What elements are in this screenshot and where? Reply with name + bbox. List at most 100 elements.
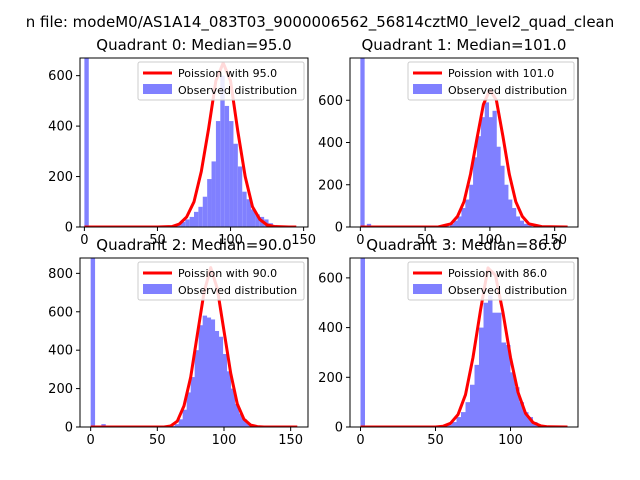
x-tick-label: 150	[278, 433, 303, 448]
histogram-bar	[504, 184, 509, 227]
histogram-bar	[242, 191, 247, 227]
axes-frame	[79, 257, 309, 428]
quadrant-0-plot: 0 50 100 150 0 200 400 600 Quadrant 0: Median=95…	[48, 36, 316, 248]
histogram-bar	[198, 206, 203, 227]
y-tick-label: 800	[48, 267, 73, 282]
x-tick-label: 150	[542, 233, 567, 248]
legend-bars-swatch	[413, 284, 442, 294]
histogram-bar	[206, 317, 212, 427]
subplot-title: Quadrant 3: Median=86.0	[366, 236, 561, 254]
histogram-bar	[500, 165, 505, 227]
axes-frame	[79, 57, 309, 228]
histogram-bar	[452, 422, 457, 427]
x-tick-label: 50	[149, 233, 166, 248]
histogram-bar	[488, 295, 493, 427]
legend-bars-label: Observed distribution	[178, 84, 297, 97]
histogram-bar	[508, 199, 513, 227]
histogram-bar	[238, 413, 244, 427]
histogram-bar	[84, 58, 89, 227]
histogram-bar	[202, 196, 208, 227]
histogram-bar	[255, 214, 260, 227]
histogram-bar	[234, 403, 240, 427]
histogram-bar	[178, 419, 184, 427]
x-tick-label: 0	[356, 233, 364, 248]
histogram-bar	[510, 372, 515, 427]
histogram-bar	[194, 211, 199, 227]
histogram-bar	[523, 223, 528, 227]
legend: Poission with 95.0 Observed distribution	[137, 61, 305, 101]
histogram-bar	[230, 388, 236, 427]
legend-line-label: Poission with 101.0	[448, 67, 554, 80]
legend-box	[407, 261, 575, 301]
legend-line-label: Poission with 95.0	[178, 67, 277, 80]
histogram-bar	[218, 336, 224, 427]
histogram-bar	[457, 216, 462, 227]
y-tick-label: 400	[48, 344, 73, 359]
quadrant-2-plot: 0 50 100 150 0 200 400 600 800 Quadrant 2: Median…	[48, 236, 309, 448]
y-tick-label: 0	[335, 221, 343, 236]
histogram-bar	[237, 166, 243, 227]
x-tick-label: 0	[80, 233, 88, 248]
histogram-bar	[190, 377, 196, 427]
histogram-bar	[360, 58, 365, 227]
histogram-bar	[511, 207, 517, 227]
x-tick-label: 50	[427, 433, 444, 448]
legend-box	[137, 261, 305, 301]
histogram-bar	[215, 121, 221, 227]
histogram-bar	[224, 105, 230, 227]
y-tick-label: 600	[318, 94, 343, 109]
histogram-bar	[515, 387, 520, 427]
histogram-bar	[484, 102, 490, 227]
histogram-bar	[501, 342, 506, 427]
histogram-bar	[515, 216, 521, 227]
histogram-bar	[180, 221, 186, 227]
y-tick-label: 200	[48, 382, 73, 397]
histogram-bar	[465, 199, 470, 227]
y-tick-label: 0	[65, 221, 73, 236]
histogram-bar	[497, 312, 502, 427]
histogram-bar	[449, 223, 455, 227]
plot-area	[360, 258, 568, 427]
legend-bars-swatch	[143, 284, 172, 294]
histogram-bar	[453, 220, 458, 227]
histogram-bar	[242, 419, 248, 427]
y-tick-label: 200	[318, 178, 343, 193]
legend: Poission with 90.0 Observed distribution	[137, 261, 305, 301]
histogram-bar	[222, 354, 228, 427]
y-tick-label: 600	[48, 69, 73, 84]
histogram-bar	[519, 402, 524, 427]
histogram-bar	[251, 209, 256, 227]
histogram-bar	[211, 161, 216, 227]
y-tick-label: 400	[318, 321, 343, 336]
histogram-bar	[480, 117, 486, 227]
histogram-bar	[483, 302, 488, 427]
histogram-bar	[246, 199, 251, 227]
histogram-bar	[198, 325, 204, 427]
legend: Poission with 86.0 Observed distribution	[407, 261, 575, 301]
legend-bars-swatch	[143, 84, 172, 94]
histogram-bar	[182, 409, 188, 427]
legend-box	[407, 61, 575, 101]
subplot-title: Quadrant 2: Median=90.0	[96, 236, 291, 254]
subplot-title: Quadrant 0: Median=95.0	[96, 36, 291, 54]
x-tick-label: 100	[477, 233, 502, 248]
histogram-bar	[189, 216, 194, 227]
histogram-bar	[474, 364, 479, 427]
legend-line-label: Poission with 90.0	[178, 267, 277, 280]
axes-frame	[349, 257, 579, 428]
histogram-bar	[465, 402, 470, 427]
legend-bars-label: Observed distribution	[448, 284, 567, 297]
histogram-bar	[479, 327, 484, 427]
histogram-bar	[470, 384, 475, 427]
histogram-bar	[461, 412, 466, 427]
x-tick-label: 0	[356, 433, 364, 448]
x-tick-label: 100	[212, 433, 237, 448]
histogram-bar	[233, 143, 238, 227]
histogram-bar	[220, 75, 225, 227]
plot-area	[360, 58, 568, 227]
legend-bars-label: Observed distribution	[178, 284, 297, 297]
histogram-bar	[360, 258, 365, 427]
x-tick-label: 0	[87, 433, 95, 448]
histogram-bar	[229, 121, 234, 227]
y-tick-label: 0	[65, 421, 73, 436]
